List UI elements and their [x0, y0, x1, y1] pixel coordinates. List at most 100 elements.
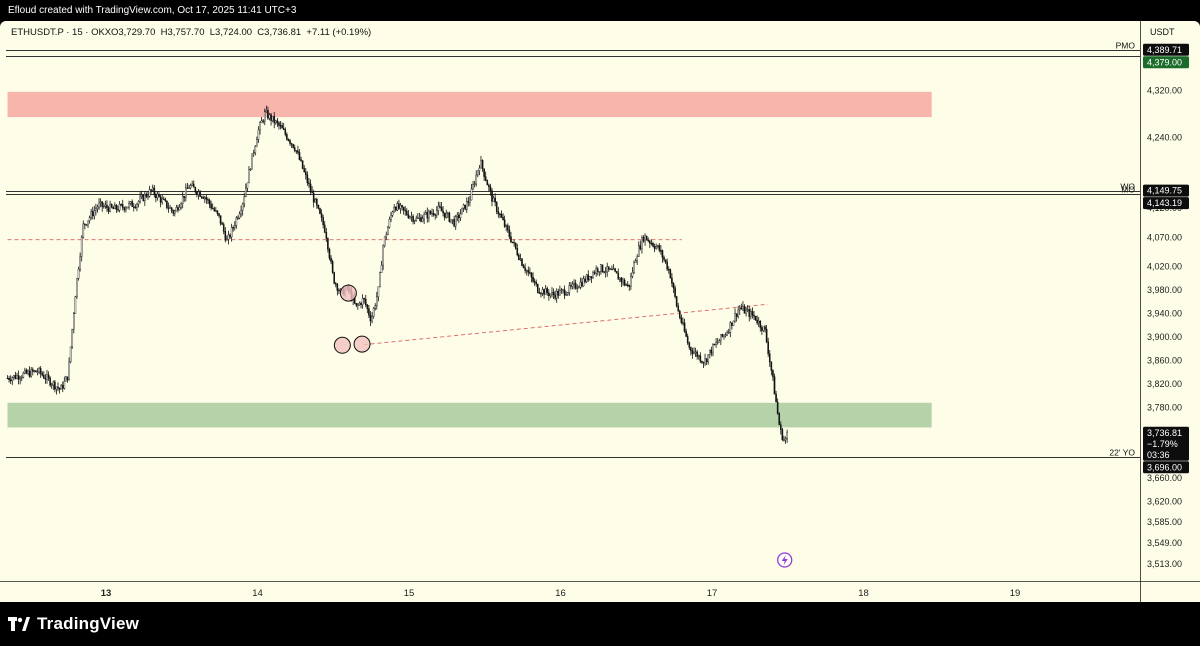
candle-body: [437, 205, 440, 211]
footer-bar: TradingView: [0, 602, 1200, 646]
yo-level-label: 22' YO: [1109, 448, 1135, 458]
candle-body: [240, 210, 242, 215]
candle-body: [309, 183, 312, 192]
candle-body: [121, 204, 124, 208]
candle-body: [84, 223, 86, 225]
candle-body: [660, 250, 662, 252]
lightning-icon[interactable]: [777, 552, 793, 568]
candle-body: [483, 168, 485, 177]
candle-body: [205, 197, 208, 200]
candle-body: [410, 216, 413, 218]
candle-body: [458, 214, 460, 219]
candle-body: [298, 152, 301, 160]
candle-body: [61, 385, 64, 389]
legend-symbol[interactable]: ETHUSDT.P · 15 · OKX: [11, 27, 112, 38]
candle-body: [726, 332, 728, 336]
candle-body: [144, 194, 146, 202]
candle-body: [505, 225, 508, 227]
price-label-wo[interactable]: 4,149.75: [1143, 184, 1189, 197]
price-label-pmo-lower[interactable]: 4,379.00: [1143, 56, 1189, 69]
price-label-current[interactable]: 3,736.81−1.79%03:36: [1143, 426, 1189, 461]
price-tick-label: 3,820.00: [1147, 379, 1182, 389]
candle-body: [379, 272, 381, 287]
candle-body: [222, 224, 225, 232]
pivot-low-marker-1: [333, 336, 351, 354]
candle-body: [442, 210, 444, 214]
price-tick-label: 4,020.00: [1147, 262, 1182, 272]
candle-body: [233, 225, 236, 228]
candle-body: [735, 313, 738, 317]
candle-body: [495, 202, 498, 212]
candle-body: [327, 238, 329, 250]
candle-body: [757, 320, 760, 324]
candle-body: [13, 375, 15, 378]
price-label-yo[interactable]: 3,696.00: [1143, 461, 1189, 474]
candle-body: [118, 204, 121, 211]
candle-body: [55, 386, 58, 390]
candle-body: [690, 347, 692, 352]
price-label-mo-text: 4,143.19: [1147, 198, 1182, 208]
candle-body: [162, 198, 165, 200]
price-tick-label: 3,549.00: [1147, 538, 1182, 548]
price-tick-label: 3,780.00: [1147, 402, 1182, 412]
tradingview-brand[interactable]: TradingView: [8, 614, 139, 634]
candle-body: [421, 218, 424, 222]
candle-body: [439, 205, 441, 208]
price-label-current-text: 3,736.81: [1147, 428, 1182, 438]
candle-body: [262, 120, 264, 122]
candle-body: [486, 180, 489, 186]
wo-level-label: WO: [1120, 182, 1135, 192]
candle-body: [786, 431, 788, 439]
candle-body: [775, 393, 777, 403]
candle-body: [331, 261, 334, 273]
price-tick-label: 3,900.00: [1147, 332, 1182, 342]
candle-body: [110, 204, 113, 208]
candle-body: [731, 322, 733, 326]
candle-body: [361, 298, 364, 306]
candle-body: [737, 309, 739, 317]
price-label-mo[interactable]: 4,143.19: [1143, 197, 1189, 210]
candle-body: [106, 204, 108, 209]
candle-body: [598, 271, 601, 273]
currency-label[interactable]: USDT: [1150, 27, 1175, 37]
price-label-pmo[interactable]: 4,389.71: [1143, 43, 1189, 56]
candle-body: [772, 370, 774, 377]
candle-body: [39, 368, 42, 374]
candle-body: [426, 212, 429, 219]
candle-body: [761, 327, 763, 331]
candle-body: [625, 284, 627, 286]
candle-body: [484, 176, 487, 181]
candle-body: [371, 316, 373, 322]
candle-body: [301, 160, 304, 169]
candle-body: [415, 218, 418, 221]
candle-body: [413, 220, 416, 222]
candle-body: [655, 246, 657, 249]
candle-body: [158, 194, 160, 198]
candle-body: [230, 227, 233, 238]
candle-body: [88, 217, 91, 222]
candle-body: [35, 370, 37, 373]
candle-body: [69, 346, 72, 363]
candle-body: [65, 376, 67, 382]
candle-body: [663, 257, 665, 260]
candle-body: [151, 187, 154, 191]
time-tick-label: 19: [1010, 588, 1021, 599]
candle-body: [219, 215, 222, 224]
candle-body: [674, 287, 676, 297]
candle-body: [132, 206, 135, 208]
candle-body: [675, 296, 678, 307]
candle-body: [257, 129, 260, 140]
candle-body: [729, 322, 732, 333]
candle-body: [584, 278, 586, 282]
candle-body: [447, 212, 449, 214]
candle-body: [683, 322, 686, 332]
candle-body: [402, 206, 405, 211]
candle-body: [780, 424, 782, 430]
chart-panel[interactable]: PMO WO MO 22' YO 3,513.00 3,549.00 3,585.00 3,…: [0, 21, 1200, 602]
candle-body: [401, 205, 403, 208]
candle-body: [540, 293, 542, 295]
candle-body: [734, 313, 736, 322]
candle-body: [319, 208, 321, 214]
candle-body: [311, 191, 313, 194]
